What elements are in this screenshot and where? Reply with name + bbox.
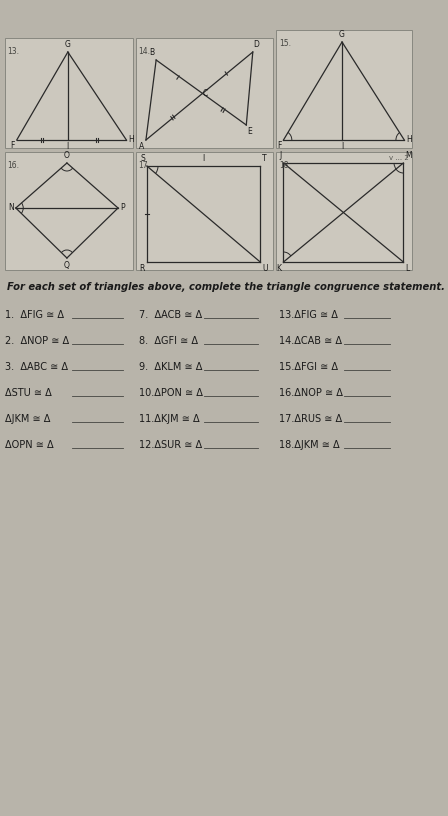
Text: ΔJKM ≅ Δ: ΔJKM ≅ Δ xyxy=(4,414,50,424)
Text: I: I xyxy=(67,142,69,151)
Text: H: H xyxy=(406,135,412,144)
FancyBboxPatch shape xyxy=(4,152,133,270)
Text: 18.: 18. xyxy=(279,161,291,170)
Text: J: J xyxy=(280,151,282,160)
Text: S: S xyxy=(140,154,145,163)
Text: P: P xyxy=(120,203,125,212)
FancyBboxPatch shape xyxy=(136,152,273,270)
Text: 16.: 16. xyxy=(8,161,19,170)
Text: D: D xyxy=(254,40,259,49)
Text: M: M xyxy=(405,151,412,160)
FancyBboxPatch shape xyxy=(4,38,133,148)
Text: 15.ΔFGI ≅ Δ: 15.ΔFGI ≅ Δ xyxy=(279,362,338,372)
Text: H: H xyxy=(128,135,134,144)
Text: B: B xyxy=(149,48,154,57)
Text: Q: Q xyxy=(64,261,70,270)
Text: 10.ΔPON ≅ Δ: 10.ΔPON ≅ Δ xyxy=(139,388,203,398)
Text: 15.: 15. xyxy=(279,39,291,48)
Text: 18.ΔJKM ≅ Δ: 18.ΔJKM ≅ Δ xyxy=(279,440,340,450)
Text: 17.: 17. xyxy=(138,161,151,170)
Text: 9.  ΔKLM ≅ Δ: 9. ΔKLM ≅ Δ xyxy=(139,362,203,372)
Text: I: I xyxy=(341,142,343,151)
Text: 3.  ΔABC ≅ Δ: 3. ΔABC ≅ Δ xyxy=(4,362,68,372)
Text: 14.ΔCAB ≅ Δ: 14.ΔCAB ≅ Δ xyxy=(279,336,342,346)
Text: v ... 2: v ... 2 xyxy=(389,155,409,161)
Text: 8.  ΔGFI ≅ Δ: 8. ΔGFI ≅ Δ xyxy=(139,336,198,346)
Text: For each set of triangles above, complete the triangle congruence statement.: For each set of triangles above, complet… xyxy=(8,282,445,292)
Text: K: K xyxy=(276,264,282,273)
Text: G: G xyxy=(65,40,71,49)
Text: L: L xyxy=(405,264,409,273)
Text: 1.  ΔFIG ≅ Δ: 1. ΔFIG ≅ Δ xyxy=(4,310,64,320)
Text: 2.  ΔNOP ≅ Δ: 2. ΔNOP ≅ Δ xyxy=(4,336,69,346)
Text: 7.  ΔACB ≅ Δ: 7. ΔACB ≅ Δ xyxy=(139,310,202,320)
Text: 13.: 13. xyxy=(8,47,19,56)
Text: 12.ΔSUR ≅ Δ: 12.ΔSUR ≅ Δ xyxy=(139,440,202,450)
FancyBboxPatch shape xyxy=(136,38,273,148)
Text: F: F xyxy=(277,141,282,150)
Text: ΔOPN ≅ Δ: ΔOPN ≅ Δ xyxy=(4,440,53,450)
Text: C: C xyxy=(202,88,208,97)
FancyBboxPatch shape xyxy=(276,30,412,148)
Text: 14.: 14. xyxy=(138,47,151,56)
FancyBboxPatch shape xyxy=(276,152,412,270)
Text: I: I xyxy=(202,154,205,163)
Text: 16.ΔNOP ≅ Δ: 16.ΔNOP ≅ Δ xyxy=(279,388,343,398)
Text: F: F xyxy=(10,141,15,150)
Text: R: R xyxy=(140,264,145,273)
Text: 17.ΔRUS ≅ Δ: 17.ΔRUS ≅ Δ xyxy=(279,414,342,424)
Text: U: U xyxy=(262,264,267,273)
Text: G: G xyxy=(339,30,345,39)
Text: ΔSTU ≅ Δ: ΔSTU ≅ Δ xyxy=(4,388,52,398)
Text: 13.ΔFIG ≅ Δ: 13.ΔFIG ≅ Δ xyxy=(279,310,338,320)
Text: A: A xyxy=(139,142,144,151)
Text: N: N xyxy=(8,203,14,212)
Text: T: T xyxy=(262,154,267,163)
Text: E: E xyxy=(247,127,252,136)
Text: 11.ΔKJM ≅ Δ: 11.ΔKJM ≅ Δ xyxy=(139,414,200,424)
Text: O: O xyxy=(64,151,70,160)
